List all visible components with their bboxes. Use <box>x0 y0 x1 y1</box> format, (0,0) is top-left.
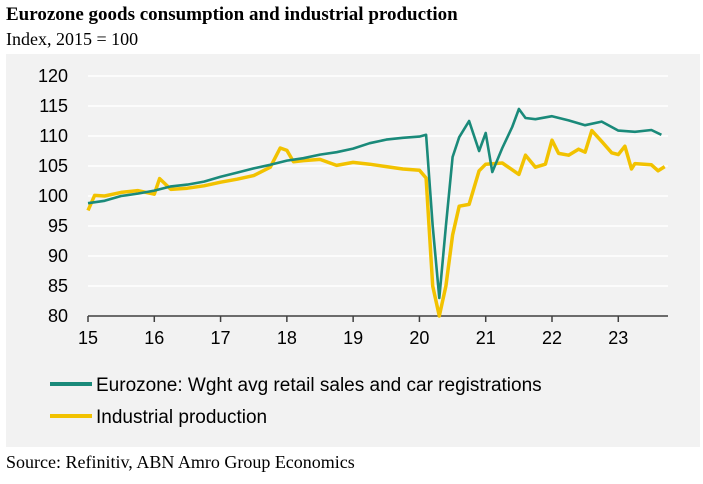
y-tick-label: 110 <box>39 126 68 146</box>
x-tick-label: 20 <box>409 328 429 348</box>
series-lines <box>86 107 666 318</box>
legend-label-retail: Eurozone: Wght avg retail sales and car … <box>96 375 542 396</box>
axes: 80 85 90 95 100 105 110 115 120 15 16 17 18 19 20 21 22 2… <box>38 66 668 348</box>
gridlines <box>88 75 668 287</box>
plot-background <box>6 54 700 447</box>
x-tick-label: 21 <box>476 328 496 348</box>
series-line-industrial <box>86 128 666 318</box>
x-tick-label: 22 <box>542 328 562 348</box>
x-tick-label: 15 <box>78 328 98 348</box>
series-line-retail <box>87 107 662 300</box>
source-note: Source: Refinitiv, ABN Amro Group Econom… <box>6 452 355 472</box>
y-tick-label: 90 <box>48 246 68 266</box>
y-tick-label: 100 <box>38 186 68 206</box>
x-tick-label: 17 <box>211 328 231 348</box>
y-tick-label: 85 <box>48 276 68 296</box>
y-tick-label: 105 <box>38 156 68 176</box>
chart-title: Eurozone goods consumption and industria… <box>6 4 458 25</box>
chart-subtitle: Index, 2015 = 100 <box>6 29 139 49</box>
legend: Eurozone: Wght avg retail sales and car … <box>50 375 542 428</box>
x-tick-label: 18 <box>277 328 297 348</box>
y-tick-label: 115 <box>39 96 68 116</box>
y-tick-label: 95 <box>48 216 68 236</box>
y-tick-label: 80 <box>48 306 68 326</box>
legend-label-industrial: Industrial production <box>96 407 267 428</box>
x-tick-label: 19 <box>343 328 363 348</box>
x-tick-label: 16 <box>144 328 164 348</box>
x-tick-label: 23 <box>608 328 628 348</box>
y-tick-label: 120 <box>38 66 68 86</box>
